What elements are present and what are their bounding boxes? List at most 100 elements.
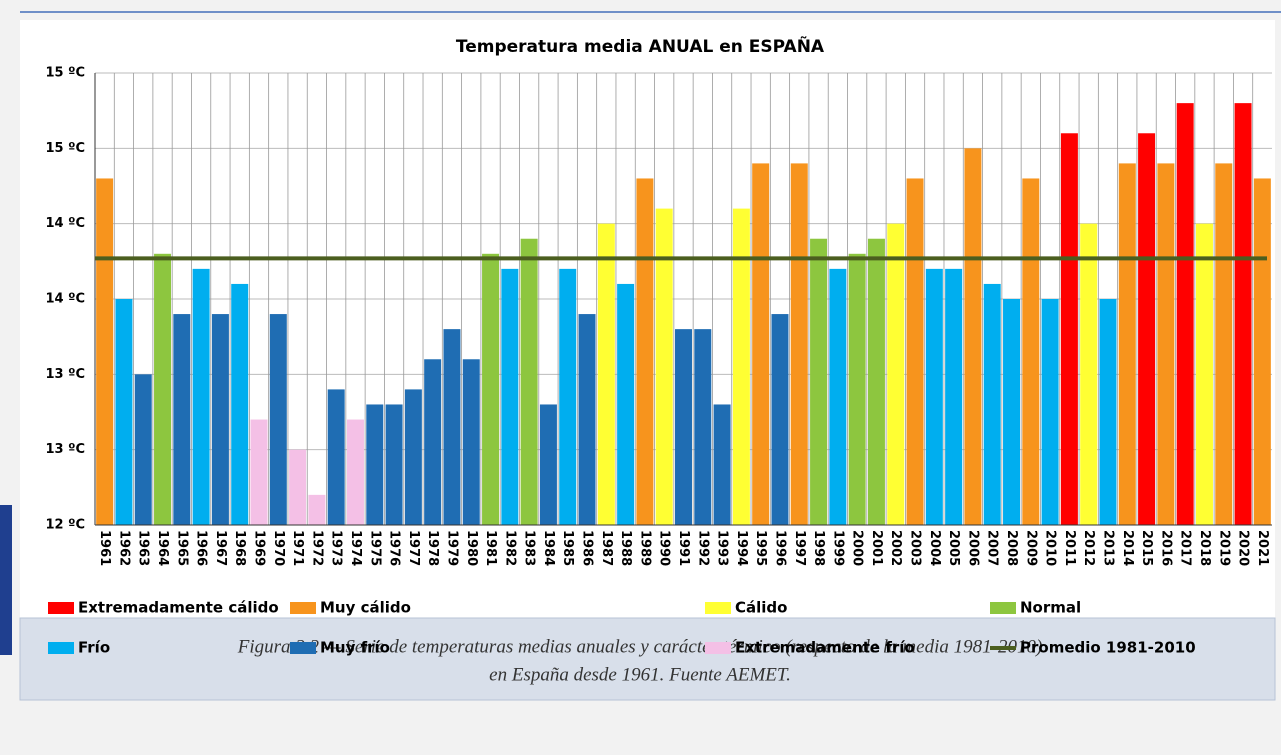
legend-swatch — [48, 642, 74, 654]
caption-line: en España desde 1961. Fuente AEMET. — [489, 664, 791, 685]
x-tick-label: 1993 — [715, 530, 730, 566]
x-tick-label: 1989 — [637, 530, 652, 566]
legend-label: Extremadamente cálido — [78, 599, 279, 617]
x-tick-label: 1963 — [136, 530, 151, 566]
bar — [771, 314, 789, 525]
caption-line: Figura 2.2 — Serie de temperaturas media… — [237, 636, 1043, 657]
x-tick-label: 1983 — [522, 530, 537, 566]
x-tick-label: 2020 — [1236, 530, 1251, 566]
x-tick-label: 1998 — [811, 530, 826, 566]
bar — [732, 208, 750, 525]
bar — [945, 268, 963, 525]
bar — [308, 494, 326, 525]
bar — [289, 449, 307, 525]
bar — [482, 253, 500, 526]
x-tick-label: 2001 — [869, 530, 884, 566]
legend-swatch — [290, 602, 316, 614]
x-tick-label: 1977 — [406, 530, 421, 566]
bar — [1253, 178, 1271, 525]
bar — [1118, 163, 1136, 525]
bar — [1234, 103, 1252, 525]
bar — [867, 238, 885, 525]
bar — [925, 268, 943, 525]
x-tick-label: 1992 — [695, 530, 710, 566]
x-tick-label: 1975 — [367, 530, 382, 566]
bar — [983, 283, 1001, 525]
legend-label: Cálido — [735, 599, 787, 617]
x-tick-label: 2002 — [888, 530, 903, 566]
x-tick-label: 1962 — [116, 530, 131, 566]
legend-label: Normal — [1020, 599, 1081, 617]
bar — [964, 148, 982, 526]
x-tick-label: 2009 — [1023, 530, 1038, 566]
side-strip — [0, 505, 12, 655]
bar — [675, 329, 692, 525]
x-tick-label: 2017 — [1178, 530, 1193, 566]
x-tick-label: 1986 — [580, 530, 595, 566]
bar — [1003, 299, 1021, 525]
x-tick-label: 2010 — [1043, 530, 1058, 566]
x-tick-label: 1967 — [213, 530, 228, 566]
bar — [617, 283, 635, 525]
legend-label: Muy frío — [320, 639, 390, 657]
bar — [211, 314, 229, 525]
x-tick-label: 1997 — [792, 530, 807, 566]
x-tick-label: 1984 — [541, 530, 556, 566]
bar — [443, 329, 461, 525]
bar — [404, 389, 422, 525]
bar — [366, 404, 384, 525]
x-tick-label: 1961 — [97, 530, 112, 566]
y-tick-label: 13 ºC — [46, 367, 86, 382]
bar — [250, 419, 268, 525]
bar — [501, 268, 519, 525]
bar — [848, 253, 866, 526]
bar — [231, 283, 249, 525]
x-tick-label: 1973 — [329, 530, 344, 566]
bar — [1215, 163, 1233, 525]
legend-label: Extremadamente frío — [735, 639, 915, 657]
y-tick-label: 15 ºC — [46, 66, 86, 81]
x-tick-label: 2016 — [1158, 530, 1173, 566]
x-tick-label: 1970 — [271, 530, 286, 566]
bar — [539, 404, 557, 525]
x-tick-label: 1978 — [425, 530, 440, 566]
legend-label: Frío — [78, 639, 110, 657]
bar — [829, 268, 847, 525]
y-tick-label: 15 ºC — [46, 141, 86, 156]
x-tick-label: 2019 — [1216, 530, 1231, 566]
bar — [154, 253, 172, 526]
x-tick-label: 1981 — [483, 530, 498, 566]
bar — [134, 374, 152, 525]
y-tick-label: 14 ºC — [46, 292, 86, 307]
bar — [810, 238, 828, 525]
x-tick-label: 1972 — [309, 530, 324, 566]
bar — [269, 314, 287, 525]
bar — [1099, 299, 1117, 525]
x-tick-label: 2011 — [1062, 530, 1077, 566]
bar — [559, 268, 577, 525]
y-tick-label: 14 ºC — [46, 216, 86, 231]
x-tick-label: 1987 — [599, 530, 614, 566]
bar — [906, 178, 924, 525]
bar — [173, 314, 191, 525]
bar — [1138, 133, 1156, 525]
x-tick-label: 2018 — [1197, 530, 1212, 566]
x-tick-label: 2013 — [1100, 530, 1115, 566]
bar — [1060, 133, 1078, 525]
bar — [578, 314, 596, 525]
x-tick-label: 1964 — [155, 530, 170, 566]
bar — [694, 329, 712, 525]
x-tick-label: 2007 — [985, 530, 1000, 566]
bar — [1176, 103, 1194, 525]
x-tick-label: 1996 — [772, 530, 787, 566]
x-tick-label: 1968 — [232, 530, 247, 566]
x-tick-label: 1999 — [830, 530, 845, 566]
bar — [346, 419, 364, 525]
bar — [1080, 223, 1098, 525]
bar — [424, 359, 442, 525]
x-tick-label: 1971 — [290, 530, 305, 566]
bar — [327, 389, 345, 525]
x-tick-label: 1966 — [194, 530, 209, 566]
bar — [752, 163, 770, 525]
bar — [790, 163, 808, 525]
